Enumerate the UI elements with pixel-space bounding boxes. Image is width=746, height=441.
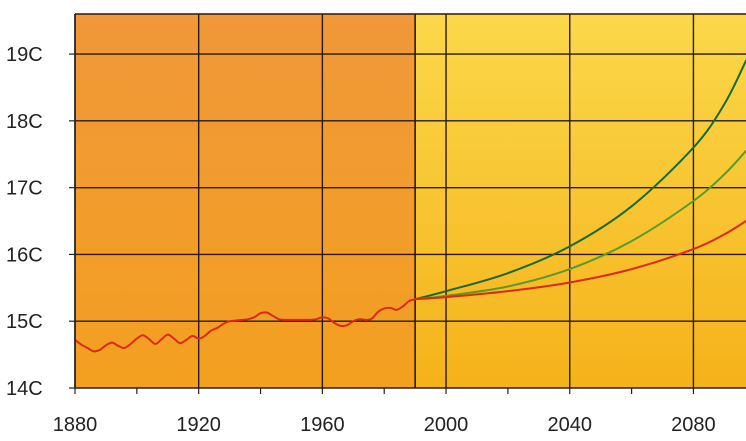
axes	[69, 14, 746, 394]
historical-region	[75, 14, 416, 388]
data-series	[74, 59, 746, 353]
series-line-3	[414, 149, 746, 301]
y-tick-labels: 14C 15C 16C 17C 18C 19C	[6, 44, 43, 400]
projection-region	[415, 14, 746, 388]
y-tick-label: 15C	[6, 311, 43, 333]
y-tick-label: 17C	[6, 178, 43, 200]
x-tick-label: 2040	[547, 414, 592, 436]
y-tick-label: 16C	[6, 244, 43, 266]
x-tick-label: 2000	[424, 414, 469, 436]
x-tick-label: 1920	[176, 414, 221, 436]
y-tick-label: 18C	[6, 111, 43, 133]
series-line-1	[74, 298, 417, 353]
y-tick-label: 14C	[6, 378, 43, 400]
y-tick-label: 19C	[6, 44, 43, 66]
x-tick-labels: 1880 1920 1960 2000 2040 2080	[53, 414, 716, 436]
x-tick-label: 1880	[53, 414, 98, 436]
series-line-4	[414, 220, 746, 301]
x-tick-label: 1960	[300, 414, 345, 436]
series-line-2	[414, 59, 746, 301]
shaded-regions	[75, 14, 746, 388]
x-tick-label: 2080	[671, 414, 716, 436]
